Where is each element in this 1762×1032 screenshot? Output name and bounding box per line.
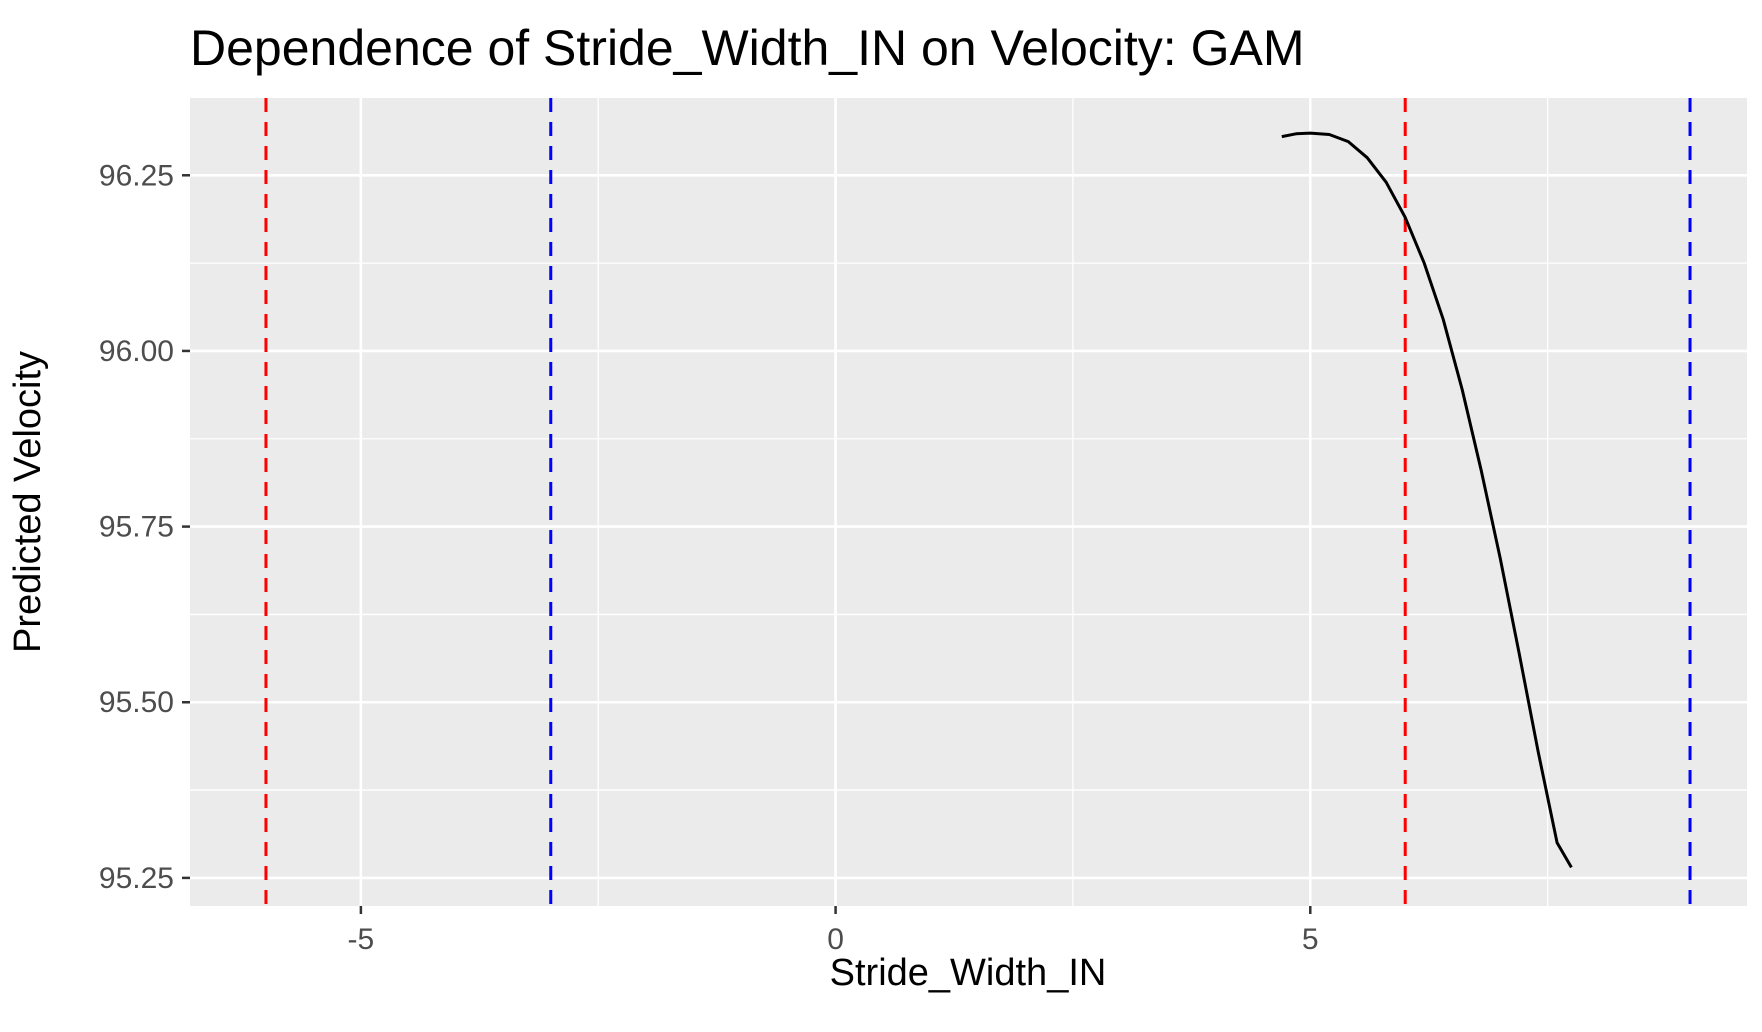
series-group [1281, 131, 1573, 869]
y-axis-title: Predicted Velocity [7, 351, 49, 653]
x-tick-label-5: 5 [1302, 923, 1319, 956]
y-tick-label-95_75: 95.75 [99, 511, 174, 544]
major-grid [190, 98, 1747, 906]
chart-title: Dependence of Stride_Width_IN on Velocit… [190, 20, 1304, 76]
y-tick-label-95_25: 95.25 [99, 862, 174, 895]
x-tick-label-0: 0 [827, 923, 844, 956]
plot-panel [190, 98, 1747, 906]
x-tick-label-neg5: -5 [348, 923, 375, 956]
minor-grid [190, 98, 1747, 906]
reference-lines [264, 98, 1692, 906]
x-axis-title: Stride_Width_IN [830, 952, 1107, 994]
y-tick-label-96_25: 96.25 [99, 159, 174, 192]
y-tick-label-95_5: 95.50 [99, 686, 174, 719]
y-axis-ticks: 95.25 95.50 95.75 96.00 96.25 [99, 159, 190, 895]
y-tick-label-96: 96.00 [99, 335, 174, 368]
x-axis-ticks: -5 0 5 [348, 906, 1319, 956]
series-line-1 [1281, 131, 1573, 869]
